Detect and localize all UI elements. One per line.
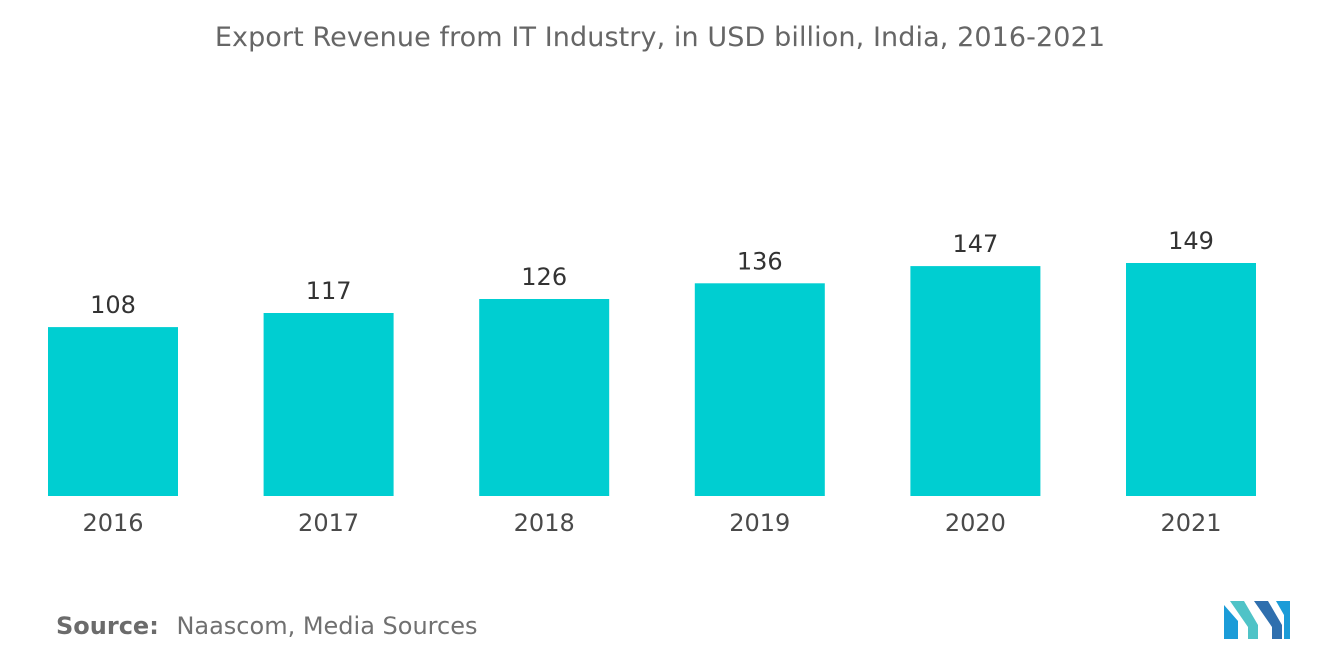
source-label: Source:	[56, 612, 159, 640]
value-labels-layer: 108 117 126 136 147 149	[90, 227, 1214, 319]
source-text: Naascom, Media Sources	[176, 612, 477, 640]
value-label-2016: 108	[90, 291, 136, 319]
value-label-2018: 126	[521, 263, 567, 291]
bar-chart: 108117 126136147 149 2016 2017 2018 2019 2020 2…	[0, 0, 1320, 665]
category-label-2018: 2018	[514, 509, 575, 537]
source-note: Source: Naascom, Media Sources	[56, 612, 477, 640]
value-label-2021: 149	[1168, 227, 1214, 255]
category-label-2020: 2020	[945, 509, 1006, 537]
value-label-2019: 136	[737, 247, 783, 275]
bar-2019	[695, 283, 825, 496]
bar-2017	[264, 313, 394, 496]
bar-2021	[1126, 263, 1256, 496]
category-label-2016: 2016	[82, 509, 143, 537]
bar-2020	[910, 266, 1040, 496]
bars-layer	[48, 263, 1256, 496]
category-label-2021: 2021	[1160, 509, 1221, 537]
category-labels-layer: 2016 2017 2018 2019 2020 2021	[82, 509, 1221, 537]
mordor-intelligence-logo-icon	[1224, 601, 1290, 639]
category-label-2019: 2019	[729, 509, 790, 537]
value-label-2017: 117	[306, 277, 352, 305]
bar-2018	[479, 299, 609, 496]
bar-2016	[48, 327, 178, 496]
value-label-2020: 147	[952, 230, 998, 258]
category-label-2017: 2017	[298, 509, 359, 537]
